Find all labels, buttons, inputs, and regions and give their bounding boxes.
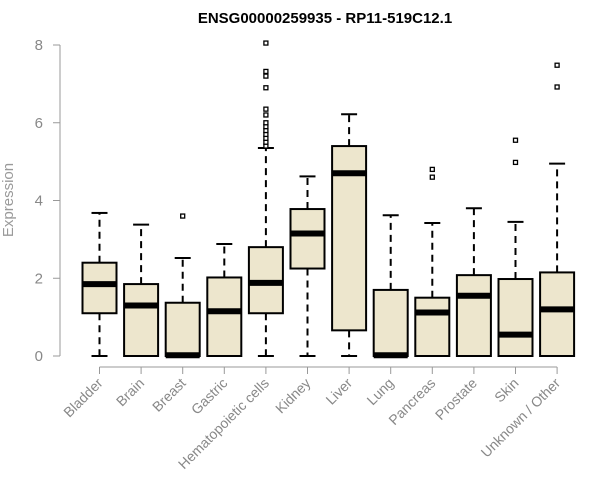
y-tick-label: 0 — [35, 348, 43, 365]
outlier-point — [263, 40, 269, 46]
iqr-box — [331, 145, 368, 332]
iqr-box — [455, 274, 492, 358]
box-unknown-other — [539, 62, 576, 358]
iqr-box — [539, 271, 576, 358]
y-tick-label: 8 — [35, 37, 43, 54]
x-tick-label: Kidney — [272, 375, 314, 417]
chart-title: ENSG00000259935 - RP11-519C12.1 — [198, 10, 452, 27]
iqr-box — [81, 261, 118, 315]
box-liver — [331, 113, 368, 357]
outlier-point — [263, 120, 269, 126]
iqr-box — [372, 288, 409, 358]
box-gastric — [206, 243, 243, 357]
outlier-point — [180, 213, 186, 219]
box-prostate — [455, 207, 492, 358]
iqr-box — [414, 296, 451, 357]
box-breast — [164, 213, 201, 359]
outlier-point — [429, 174, 435, 180]
box-lung — [372, 214, 409, 359]
iqr-box — [123, 283, 160, 357]
iqr-box — [164, 301, 201, 357]
box-kidney — [289, 175, 326, 357]
box-hematopoietic-cells — [247, 40, 284, 357]
y-tick-label: 4 — [35, 193, 43, 210]
iqr-box — [289, 208, 326, 270]
x-tick-label: Unknown / Other — [478, 375, 564, 461]
y-axis-label: Expression — [0, 163, 17, 237]
y-tick-label: 6 — [35, 115, 43, 132]
box-pancreas — [414, 166, 451, 357]
box-brain — [123, 223, 160, 357]
outlier-point — [512, 159, 519, 166]
iqr-box — [497, 278, 534, 357]
outlier-point — [263, 106, 269, 112]
outlier-point — [512, 137, 519, 143]
x-tick-label: Breast — [149, 375, 189, 415]
x-tick-label: Prostate — [432, 375, 480, 423]
box-skin — [497, 137, 534, 357]
outlier-point — [554, 62, 560, 68]
outlier-point — [263, 112, 269, 118]
outlier-point — [554, 84, 560, 90]
x-tick-label: Lung — [363, 375, 396, 408]
outlier-point — [263, 73, 269, 79]
y-tick-label: 2 — [35, 270, 43, 287]
x-tick-label: Brain — [113, 375, 147, 409]
x-tick-label: Skin — [491, 375, 522, 406]
iqr-box — [206, 276, 243, 357]
x-tick-label: Bladder — [60, 375, 106, 421]
outlier-point — [429, 166, 435, 173]
outlier-point — [263, 85, 269, 91]
outlier-point — [263, 68, 269, 75]
x-tick-label: Liver — [322, 375, 355, 408]
box-bladder — [81, 211, 118, 357]
